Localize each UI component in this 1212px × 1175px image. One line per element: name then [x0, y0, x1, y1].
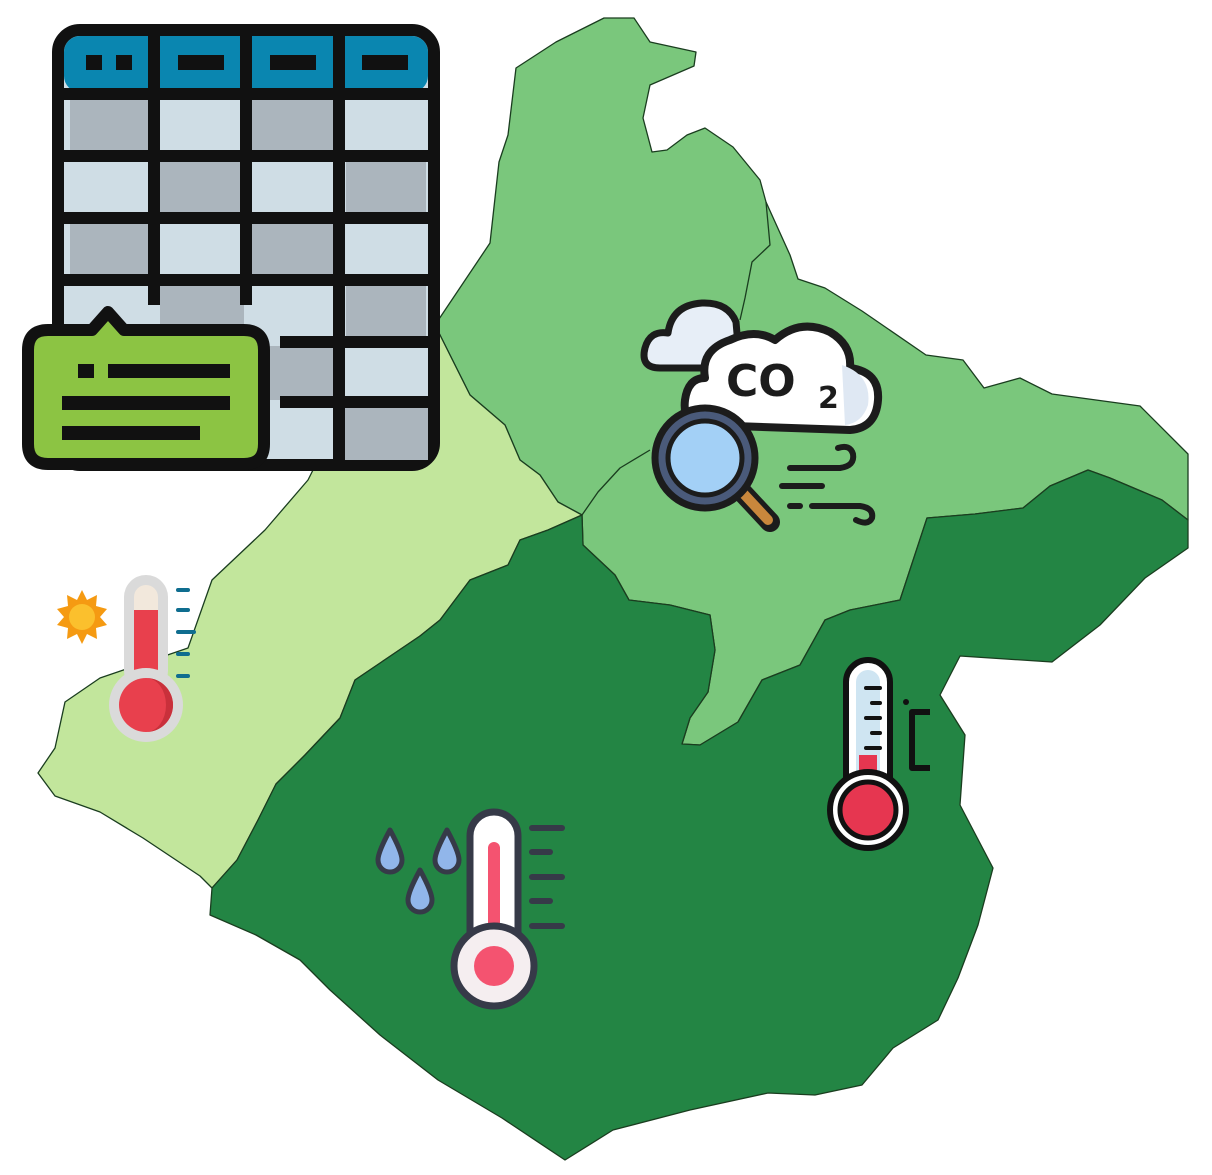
celsius-thermometer-icon [827, 657, 930, 851]
water-drops-icon [375, 827, 462, 915]
co2-cloud-magnifier-icon: CO 2 [640, 299, 883, 532]
co2-text: CO [726, 356, 796, 407]
spreadsheet-table-icon [22, 24, 440, 471]
north-subregion-border [739, 201, 771, 321]
rain-thermometer-icon [375, 808, 565, 1010]
sun-icon [57, 590, 107, 644]
map [37, 17, 1189, 1161]
north-subregion-border-2 [581, 449, 651, 516]
south-region[interactable] [209, 469, 1189, 1161]
sun-thermometer-icon [57, 575, 196, 742]
co2-subscript: 2 [818, 381, 839, 416]
